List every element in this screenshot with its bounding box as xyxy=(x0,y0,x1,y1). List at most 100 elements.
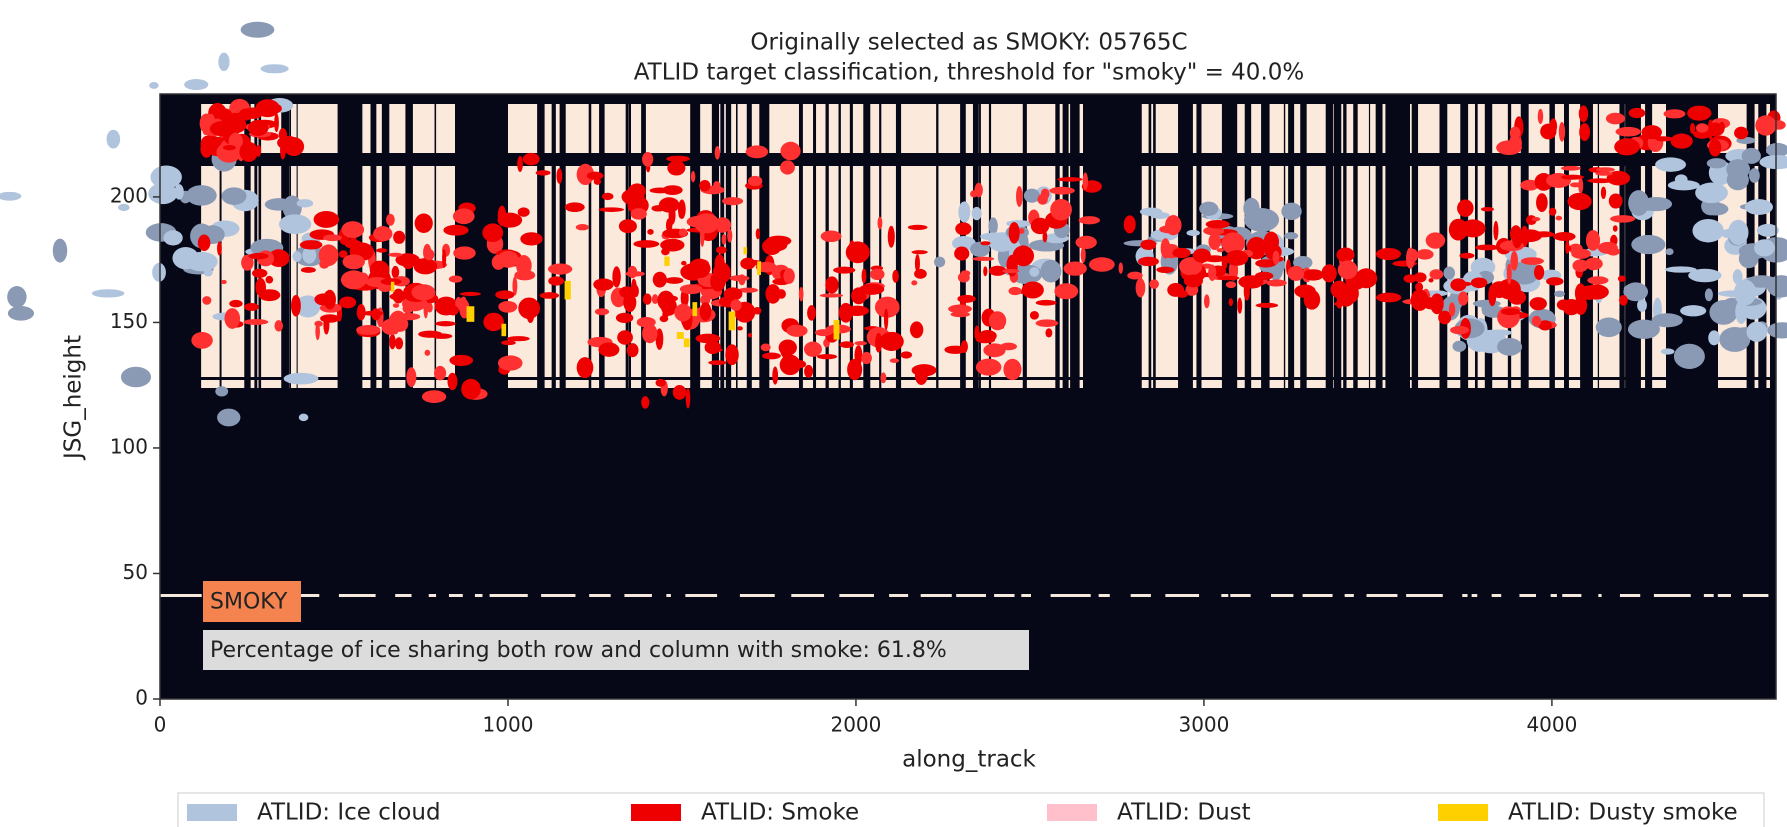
smoke-blob xyxy=(1127,271,1143,280)
smoke-blob xyxy=(339,296,357,309)
smoke-blob xyxy=(1140,239,1157,250)
gap xyxy=(599,104,605,388)
dash xyxy=(1562,594,1582,597)
smoke-blob xyxy=(1403,274,1417,283)
gap xyxy=(370,104,377,388)
ice-blob xyxy=(1708,330,1720,346)
smoke-blob xyxy=(954,246,970,261)
smoke-blob xyxy=(1003,358,1022,381)
smoke-blob xyxy=(424,248,435,261)
smoke-blob xyxy=(1508,289,1527,305)
smoke-blob xyxy=(1457,199,1474,217)
smoke-blob xyxy=(1049,186,1075,195)
gap xyxy=(281,104,288,388)
gap xyxy=(1580,104,1585,388)
smoke-blob xyxy=(217,241,222,256)
smoke-blob xyxy=(1243,282,1250,301)
smoke-blob xyxy=(1080,246,1086,263)
smoke-blob xyxy=(576,357,594,379)
smoke-blob xyxy=(765,284,781,304)
smoke-blob xyxy=(790,324,798,329)
smoke-blob xyxy=(988,311,1007,331)
y-tick-label: 200 xyxy=(110,183,148,207)
ice-blob xyxy=(295,295,321,318)
smoke-blob xyxy=(1572,259,1589,272)
dash xyxy=(1742,594,1769,597)
gap xyxy=(1697,104,1705,388)
smoke-blob xyxy=(710,271,726,292)
smoke-blob xyxy=(498,300,518,313)
ice-blob xyxy=(240,21,275,38)
gap xyxy=(1619,104,1624,388)
smoke-blob xyxy=(1035,299,1057,306)
smoke-blob xyxy=(1272,250,1280,265)
smoke-blob xyxy=(1012,245,1035,267)
smoke-blob xyxy=(1619,295,1628,306)
gap xyxy=(1368,104,1371,388)
dash xyxy=(474,594,483,597)
gap xyxy=(879,104,882,388)
smoke-blob xyxy=(601,192,614,201)
smoke-blob xyxy=(406,367,417,388)
gap xyxy=(1581,104,1589,388)
smoke-blob xyxy=(955,222,972,236)
smoke-blob xyxy=(593,278,614,291)
gap xyxy=(176,104,180,388)
ice-blob xyxy=(172,246,199,270)
dash xyxy=(920,594,952,597)
smoke-blob xyxy=(318,244,339,267)
dash xyxy=(489,594,528,597)
smoke-blob xyxy=(804,364,814,378)
smoke-blob xyxy=(877,216,883,230)
smoke-blob xyxy=(1617,275,1626,282)
smoke-blob xyxy=(1448,302,1456,317)
dash xyxy=(1462,594,1468,597)
smoke-blob xyxy=(1237,297,1243,314)
dash xyxy=(1519,594,1537,597)
ice-blob xyxy=(1485,329,1513,336)
ice-blob xyxy=(1735,299,1748,324)
smoke-blob xyxy=(1375,247,1402,261)
ice-blob xyxy=(217,408,241,427)
smoke-blob xyxy=(1002,269,1020,274)
ice-blob xyxy=(215,386,229,397)
gap xyxy=(164,104,173,388)
ice-blob xyxy=(1732,269,1743,285)
smoke-blob xyxy=(575,224,590,231)
smoke-blob xyxy=(491,254,506,270)
ice-blob xyxy=(264,198,293,211)
smoke-blob xyxy=(1016,185,1023,207)
ice-blob xyxy=(1029,267,1040,277)
smoke-blob xyxy=(700,294,711,306)
smoke-blob xyxy=(983,343,1006,358)
smoke-blob xyxy=(449,354,474,366)
smoke-blob xyxy=(564,202,585,212)
dusty-blob xyxy=(501,323,507,337)
smoke-blob xyxy=(421,390,447,403)
ice-blob xyxy=(1452,340,1467,352)
gap xyxy=(1701,104,1709,388)
smoke-blob xyxy=(1037,193,1048,205)
gap xyxy=(1549,104,1555,388)
smoke-blob xyxy=(957,294,976,303)
dash xyxy=(839,594,874,597)
gap xyxy=(1625,104,1631,388)
dash xyxy=(994,594,1015,597)
smoke-blob xyxy=(721,197,744,206)
smoke-blob xyxy=(1538,320,1552,331)
gap xyxy=(1070,104,1076,388)
smoke-blob xyxy=(547,263,573,275)
ice-blob xyxy=(298,413,309,422)
smoke-blob xyxy=(975,358,1002,376)
smoke-blob xyxy=(1321,264,1337,283)
smoke-blob xyxy=(1500,308,1520,316)
y-tick-label: 50 xyxy=(123,560,148,584)
smoke-blob xyxy=(424,349,431,356)
smoke-blob xyxy=(279,141,286,160)
smoke-blob xyxy=(1534,264,1545,280)
smoke-blob xyxy=(1587,276,1609,285)
smoke-blob xyxy=(1561,174,1584,180)
dash xyxy=(589,594,611,597)
ice-blob xyxy=(1631,234,1666,255)
smoke-blob xyxy=(1054,283,1079,300)
